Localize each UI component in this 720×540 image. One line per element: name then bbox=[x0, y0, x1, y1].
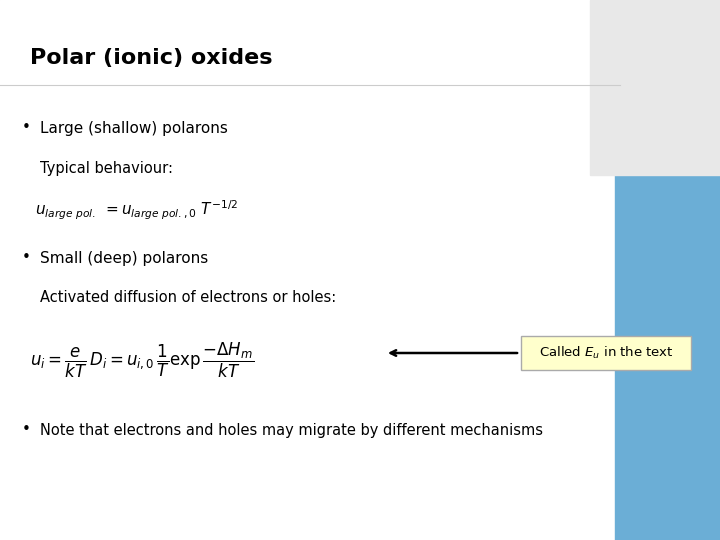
FancyBboxPatch shape bbox=[521, 336, 691, 370]
Text: $u_i = \dfrac{e}{kT}\,D_i = u_{i,0}\,\dfrac{1}{T}\exp\dfrac{-\Delta H_m}{kT}$: $u_i = \dfrac{e}{kT}\,D_i = u_{i,0}\,\df… bbox=[30, 340, 254, 380]
Bar bbox=[0, 0, 625, 540]
Text: •: • bbox=[22, 422, 31, 437]
Text: Typical behaviour:: Typical behaviour: bbox=[40, 160, 173, 176]
Text: Large (shallow) polarons: Large (shallow) polarons bbox=[40, 120, 228, 136]
Bar bbox=[615, 170, 720, 540]
Text: Activated diffusion of electrons or holes:: Activated diffusion of electrons or hole… bbox=[40, 291, 336, 306]
Text: $u_{\mathit{large\ pol.}}$ $= u_{\mathit{large\ pol.,0}}$ $\mathit{T}^{-1/2}$: $u_{\mathit{large\ pol.}}$ $= u_{\mathit… bbox=[35, 198, 238, 221]
Text: •: • bbox=[22, 251, 31, 266]
Text: •: • bbox=[22, 120, 31, 136]
Text: Called $E_u$ in the text: Called $E_u$ in the text bbox=[539, 345, 673, 361]
Text: Polar (ionic) oxides: Polar (ionic) oxides bbox=[30, 48, 272, 68]
Text: Note that electrons and holes may migrate by different mechanisms: Note that electrons and holes may migrat… bbox=[40, 422, 543, 437]
Bar bbox=[590, 0, 720, 175]
Text: Small (deep) polarons: Small (deep) polarons bbox=[40, 251, 208, 266]
